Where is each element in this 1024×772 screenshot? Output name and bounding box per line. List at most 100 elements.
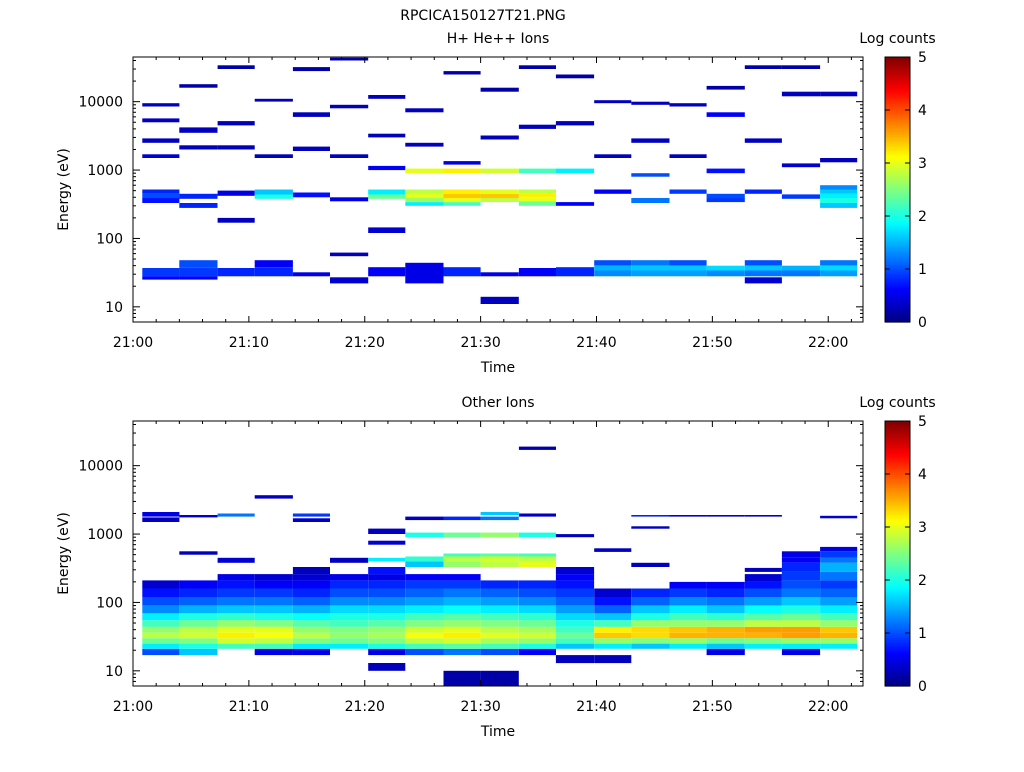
heatmap-cell — [368, 648, 406, 656]
heatmap-cell — [443, 168, 481, 174]
colorbar-segment — [885, 538, 910, 541]
colorbar-segment — [885, 76, 910, 80]
heatmap-cell — [405, 574, 444, 581]
heatmap-cell — [405, 648, 444, 656]
colorbar-segment — [885, 451, 910, 455]
heatmap-cell — [669, 597, 707, 606]
heatmap-cell — [518, 620, 556, 627]
heatmap-cell — [781, 605, 821, 614]
heatmap-cell — [330, 104, 369, 109]
heatmap-cell — [594, 189, 632, 194]
heatmap-cell — [142, 138, 180, 143]
colorbar-segment — [885, 487, 910, 491]
heatmap-cell — [217, 580, 255, 589]
heatmap-cell — [330, 597, 369, 606]
colorbar-segment — [885, 454, 910, 457]
colorbar-segment — [885, 509, 910, 513]
heatmap-cell — [405, 108, 444, 113]
heatmap-cells — [142, 57, 858, 304]
panel-h-he-ions: 21:00 21:10 21:20 21:30 21:40 21:50 22:0010100… — [56, 31, 936, 376]
heatmap-cell — [518, 446, 556, 450]
x-axis-label: Time — [480, 724, 515, 740]
heatmap-cell — [480, 648, 519, 656]
colorbar-segment — [885, 597, 910, 601]
heatmap-cell — [217, 574, 255, 581]
heatmap-cell — [368, 620, 406, 627]
colorbar-segment — [885, 440, 910, 444]
heatmap-cell — [443, 556, 481, 562]
colorbar-segment — [885, 593, 910, 597]
colorbar-segment — [885, 513, 910, 517]
heatmap-cell — [405, 588, 444, 597]
heatmap-cell — [669, 638, 707, 644]
heatmap-cell — [706, 588, 745, 597]
heatmap-cell — [179, 626, 218, 633]
heatmap-cell — [443, 198, 481, 203]
colorbar-segment — [885, 524, 910, 528]
heatmap-cell — [368, 663, 406, 671]
colorbar-segment — [885, 257, 910, 261]
heatmap-cell — [631, 632, 670, 639]
heatmap-cell — [594, 638, 632, 644]
heatmap-cell — [555, 121, 595, 126]
colorbar-segment — [885, 644, 910, 647]
heatmap-cell — [443, 267, 481, 277]
colorbar-segment — [885, 92, 910, 96]
heatmap-cell — [480, 597, 519, 606]
heatmap-cell — [594, 548, 632, 552]
heatmap-cell — [142, 632, 180, 639]
colorbar-segment — [885, 200, 910, 204]
colorbar-segment — [885, 666, 910, 669]
colorbar-segment — [885, 668, 910, 672]
heatmap-cell — [292, 613, 330, 621]
colorbar-segment — [885, 68, 910, 71]
heatmap-cell — [368, 643, 406, 649]
heatmap-cell — [217, 65, 255, 69]
colorbar-segment — [885, 87, 910, 91]
heatmap-cell — [820, 557, 858, 563]
heatmap-cell — [781, 270, 821, 277]
colorbar-segment — [885, 178, 910, 182]
heatmap-cell — [631, 260, 670, 266]
heatmap-cell — [443, 189, 481, 194]
colorbar-segment — [885, 271, 910, 275]
heatmap-cell — [368, 267, 406, 277]
heatmap-cell — [744, 270, 782, 277]
heatmap-cell — [820, 185, 858, 190]
heatmap-cell — [744, 638, 782, 644]
colorbar-segment — [885, 132, 910, 135]
heatmap-cell — [555, 605, 595, 614]
heatmap-cell — [781, 643, 821, 649]
heatmap-cell — [179, 638, 218, 644]
colorbar-segment — [885, 207, 910, 210]
heatmap-cell — [480, 532, 519, 538]
heatmap-cell — [820, 580, 858, 589]
heatmap-cell — [706, 198, 745, 203]
colorbar-segment — [885, 180, 910, 184]
heatmap-cell — [518, 532, 556, 538]
colorbar-segment — [885, 169, 910, 173]
heatmap-cell — [292, 513, 330, 517]
colorbar-segment — [885, 121, 910, 124]
colorbar-segment — [885, 280, 910, 283]
heatmap-cell — [330, 588, 369, 597]
colorbar-tick-label: 0 — [918, 679, 927, 695]
heatmap-cell — [518, 597, 556, 606]
colorbar-segment — [885, 635, 910, 639]
colorbar-segment — [885, 149, 910, 153]
colorbar-segment — [885, 639, 910, 643]
heatmap-cell — [142, 580, 180, 589]
heatmap-cell — [820, 270, 858, 277]
heatmap-cell — [368, 638, 406, 644]
x-tick-label: 21:40 — [576, 699, 616, 715]
heatmap-cell — [217, 638, 255, 644]
heatmap-cell — [518, 643, 556, 649]
colorbar-segment — [885, 586, 910, 590]
colorbar-segment — [885, 577, 910, 581]
heatmap-cell — [820, 158, 858, 163]
heatmap-cell — [631, 515, 670, 517]
colorbar-segment — [885, 438, 910, 442]
colorbar-segment — [885, 679, 910, 683]
colorbar-segment — [885, 599, 910, 603]
colorbar-label: Log counts — [859, 31, 935, 47]
